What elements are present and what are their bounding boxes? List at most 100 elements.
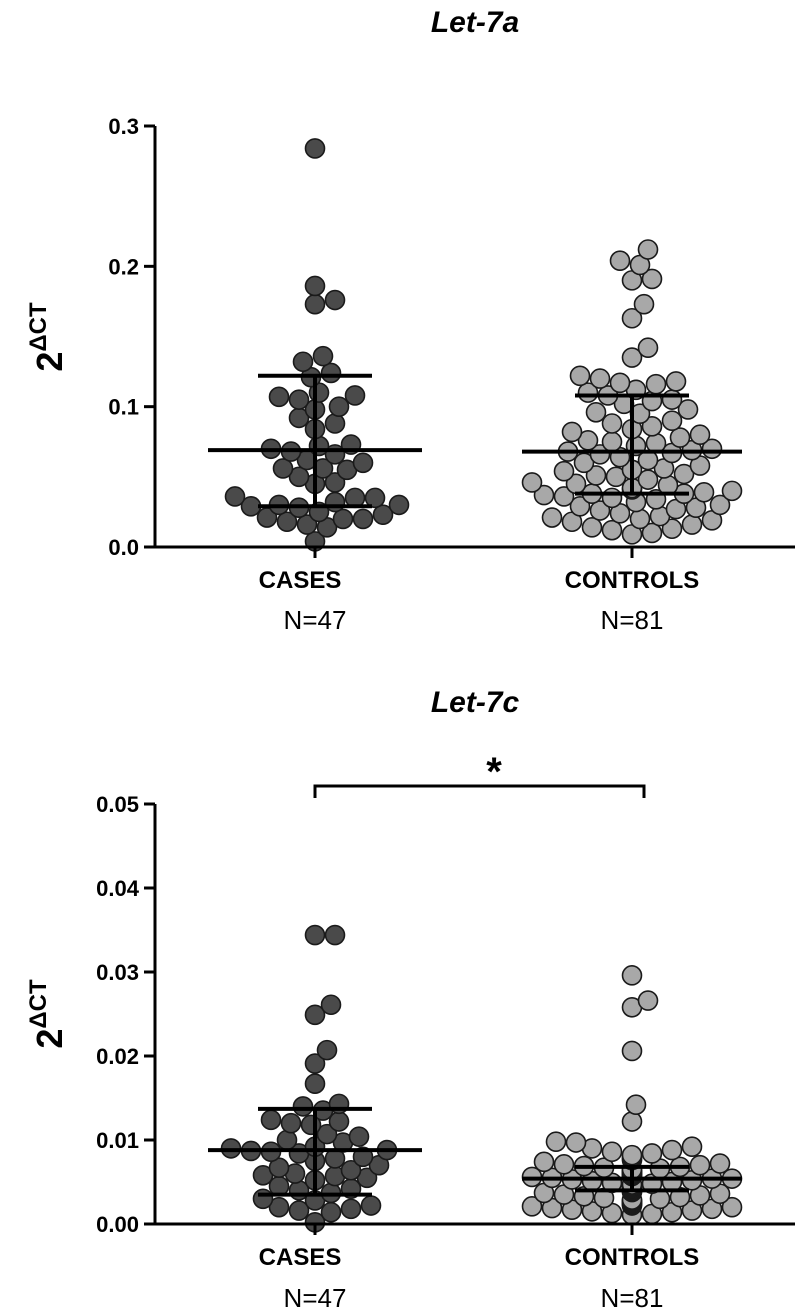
- panel-let-7c: Let-7c * 2ΔCT 0.00 0.01 0.02 0.03 0.04 0.05 C…: [25, 686, 795, 1313]
- data-point-controls: [621, 347, 643, 368]
- data-point-cases: [324, 289, 346, 311]
- data-point-controls: [621, 1111, 643, 1132]
- chart-title: Let-7c: [431, 686, 520, 719]
- category-label-cases: CASES: [259, 567, 342, 594]
- y-axis-label-base: 2: [29, 1029, 70, 1049]
- significance-star: *: [486, 750, 502, 794]
- data-point-controls: [561, 421, 583, 443]
- y-axis-label: 2ΔCT: [25, 979, 70, 1049]
- data-point-cases: [304, 1073, 326, 1095]
- y-ticks: 0.00 0.01 0.02 0.03 0.04 0.05: [96, 792, 155, 1237]
- data-point-cases: [388, 494, 410, 516]
- data-points: [224, 138, 743, 552]
- data-point-controls: [621, 1144, 643, 1166]
- data-point-cases: [324, 413, 346, 434]
- data-point-controls: [689, 424, 711, 446]
- y-tick-label: 0.2: [108, 254, 139, 279]
- data-point-cases: [344, 385, 366, 406]
- data-point-controls: [533, 484, 555, 506]
- data-point-controls: [601, 1141, 623, 1163]
- data-point-cases: [280, 1112, 302, 1134]
- data-point-cases: [308, 435, 330, 457]
- data-point-cases: [316, 1039, 338, 1061]
- data-point-controls: [621, 965, 643, 986]
- n-label-controls: N=81: [601, 605, 664, 635]
- y-tick-label: 0.05: [96, 792, 139, 817]
- data-point-controls: [637, 239, 659, 260]
- data-point-cases: [260, 1109, 282, 1131]
- data-point-controls: [641, 522, 663, 544]
- data-point-cases: [252, 1188, 274, 1210]
- data-point-cases: [292, 351, 314, 373]
- y-axis-label-sup: ΔCT: [25, 302, 52, 352]
- data-point-cases: [348, 1126, 370, 1147]
- data-point-controls: [585, 401, 607, 423]
- data-point-cases: [288, 389, 310, 410]
- data-point-controls: [541, 507, 563, 528]
- data-point-cases: [288, 466, 310, 488]
- data-point-controls: [609, 372, 631, 394]
- data-point-cases: [268, 1196, 290, 1218]
- n-label-cases: N=47: [284, 605, 347, 635]
- data-point-cases: [268, 386, 290, 408]
- data-point-controls: [641, 268, 663, 290]
- data-point-cases: [324, 491, 346, 513]
- significance-bracket: [313, 784, 646, 798]
- svg-text:2ΔCT: 2ΔCT: [25, 979, 70, 1049]
- y-axis-label: 2ΔCT: [25, 302, 70, 372]
- data-point-cases: [372, 504, 394, 526]
- data-point-controls: [681, 1136, 703, 1158]
- data-point-cases: [304, 293, 326, 315]
- category-label-cases: CASES: [259, 1244, 342, 1271]
- data-point-controls: [665, 371, 687, 392]
- y-tick-label: 0.0: [108, 535, 139, 560]
- data-point-controls: [621, 307, 643, 329]
- data-point-controls: [569, 365, 591, 387]
- data-point-controls: [589, 368, 611, 389]
- data-point-controls: [637, 337, 659, 359]
- data-point-controls: [589, 500, 611, 521]
- y-tick-label: 0.02: [96, 1044, 139, 1069]
- y-tick-label: 0.04: [96, 876, 140, 901]
- data-point-controls: [693, 481, 715, 503]
- data-point-cases: [292, 1096, 314, 1117]
- data-point-controls: [553, 1154, 575, 1175]
- data-point-controls: [637, 990, 659, 1011]
- data-point-controls: [601, 431, 623, 453]
- data-point-controls: [661, 518, 683, 540]
- data-point-cases: [328, 396, 350, 417]
- data-points: [220, 924, 743, 1233]
- data-point-controls: [645, 373, 667, 395]
- data-point-cases: [364, 487, 386, 509]
- data-point-cases: [324, 924, 346, 946]
- data-point-cases: [312, 345, 334, 367]
- data-point-controls: [721, 1196, 743, 1218]
- data-point-cases: [224, 486, 246, 507]
- data-point-cases: [276, 511, 298, 533]
- category-label-controls: CONTROLS: [565, 1244, 700, 1271]
- data-point-controls: [641, 416, 663, 437]
- data-point-cases: [316, 1123, 338, 1145]
- data-point-controls: [601, 487, 623, 509]
- data-point-controls: [565, 1132, 587, 1153]
- data-point-cases: [304, 924, 326, 946]
- data-point-controls: [545, 1131, 567, 1152]
- data-point-controls: [585, 465, 607, 486]
- data-point-cases: [304, 138, 326, 159]
- data-point-cases: [352, 452, 374, 474]
- y-tick-label: 0.03: [96, 960, 139, 985]
- data-point-controls: [581, 517, 603, 538]
- data-point-cases: [272, 458, 294, 479]
- y-tick-label: 0.01: [96, 1128, 139, 1153]
- data-point-controls: [689, 1154, 711, 1176]
- svg-text:2ΔCT: 2ΔCT: [25, 302, 70, 372]
- data-point-cases: [288, 1200, 310, 1221]
- y-axis-label-base: 2: [29, 352, 70, 372]
- data-point-controls: [621, 1040, 643, 1062]
- data-point-controls: [661, 1139, 683, 1161]
- data-point-controls: [609, 250, 631, 272]
- data-point-controls: [721, 480, 743, 502]
- data-point-controls: [521, 1196, 543, 1217]
- data-point-controls: [673, 463, 695, 485]
